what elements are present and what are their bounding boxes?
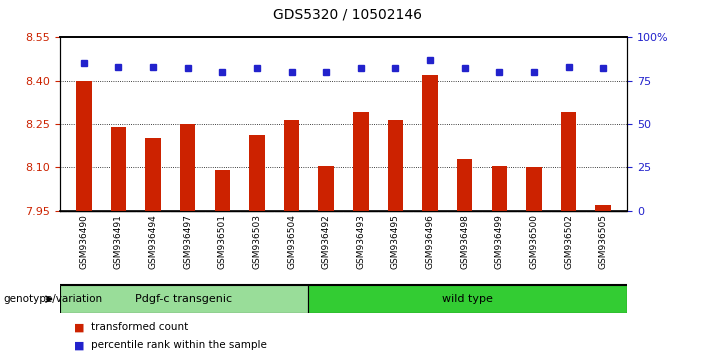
Text: GSM936499: GSM936499 bbox=[495, 214, 504, 269]
Bar bbox=[76, 81, 92, 211]
Text: Pdgf-c transgenic: Pdgf-c transgenic bbox=[135, 294, 232, 304]
Bar bbox=[215, 170, 230, 211]
Bar bbox=[457, 159, 472, 211]
Bar bbox=[308, 285, 627, 313]
Text: transformed count: transformed count bbox=[91, 322, 189, 332]
Bar bbox=[561, 112, 576, 211]
Text: GSM936501: GSM936501 bbox=[218, 214, 227, 269]
Text: GSM936493: GSM936493 bbox=[356, 214, 365, 269]
Bar bbox=[180, 124, 196, 211]
Text: GSM936496: GSM936496 bbox=[426, 214, 435, 269]
Text: GSM936495: GSM936495 bbox=[391, 214, 400, 269]
Text: GSM936505: GSM936505 bbox=[599, 214, 608, 269]
Text: GSM936492: GSM936492 bbox=[322, 214, 331, 269]
Bar bbox=[595, 205, 611, 211]
Bar bbox=[145, 138, 161, 211]
Text: GSM936494: GSM936494 bbox=[149, 214, 158, 269]
Bar bbox=[422, 75, 438, 211]
Text: GSM936500: GSM936500 bbox=[529, 214, 538, 269]
Bar bbox=[353, 112, 369, 211]
Bar bbox=[111, 127, 126, 211]
Bar bbox=[318, 166, 334, 211]
Text: GSM936502: GSM936502 bbox=[564, 214, 573, 269]
Text: wild type: wild type bbox=[442, 294, 493, 304]
Bar bbox=[284, 120, 299, 211]
Text: percentile rank within the sample: percentile rank within the sample bbox=[91, 340, 267, 350]
Text: genotype/variation: genotype/variation bbox=[4, 294, 102, 304]
Text: GSM936504: GSM936504 bbox=[287, 214, 296, 269]
Bar bbox=[60, 285, 308, 313]
Text: GDS5320 / 10502146: GDS5320 / 10502146 bbox=[273, 7, 423, 21]
Text: GSM936497: GSM936497 bbox=[183, 214, 192, 269]
Bar bbox=[388, 120, 403, 211]
Bar bbox=[526, 167, 542, 211]
Text: GSM936491: GSM936491 bbox=[114, 214, 123, 269]
Text: ■: ■ bbox=[74, 340, 84, 350]
Text: GSM936490: GSM936490 bbox=[79, 214, 88, 269]
Bar bbox=[491, 166, 507, 211]
Text: ■: ■ bbox=[74, 322, 84, 332]
Text: GSM936503: GSM936503 bbox=[252, 214, 261, 269]
Bar bbox=[249, 136, 265, 211]
Text: GSM936498: GSM936498 bbox=[460, 214, 469, 269]
